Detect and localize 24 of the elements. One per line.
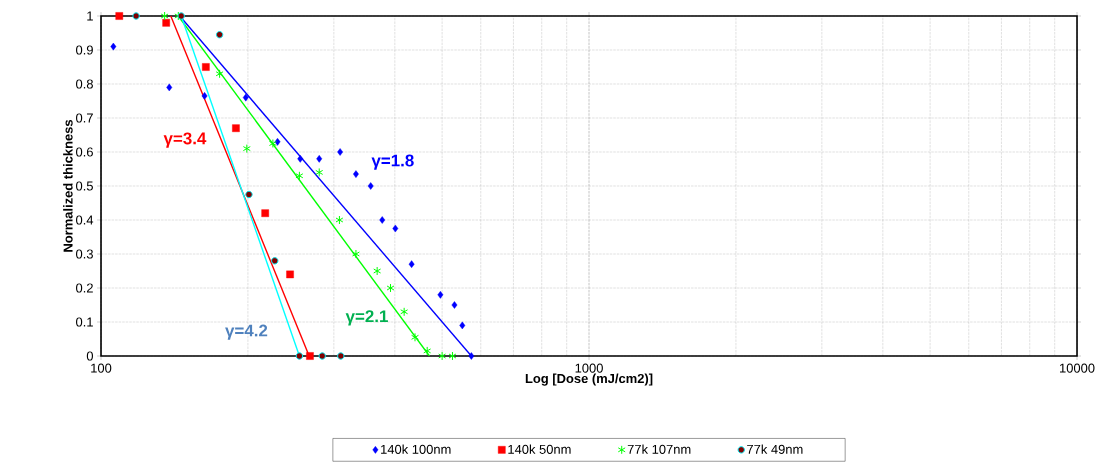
x-tick-label: 10000 [1060,363,1095,373]
y-tick-label: 0 [86,351,94,361]
y-tick-label: 0.1 [76,317,93,327]
y-tick-label: 0.3 [76,249,93,259]
annotation: γ=2.1 [345,310,388,326]
y-tick-label: 0.5 [76,181,93,191]
annotation: γ=3.4 [163,132,207,148]
y-tick-label: 0.4 [76,215,94,225]
y-tick-label: 0.2 [76,283,93,293]
y-tick-label: 0.9 [76,45,93,55]
y-tick-label: 0.6 [76,147,93,157]
y-tick-label: 0.8 [76,79,93,89]
legend-label: 140k 50nm [508,444,571,454]
annotation: γ=4.2 [225,324,268,340]
x-tick-label: 1000 [575,363,603,373]
y-tick-label: 0.7 [76,113,93,123]
legend-label: 77k 107nm [627,444,691,454]
legend-label: 140k 100nm [381,444,451,454]
y-axis-title: Normalized thickness [63,119,73,252]
legend-label: 77k 49nm [747,444,803,454]
x-tick-label: 100 [91,363,112,373]
y-tick-label: 1 [87,11,93,21]
x-axis-title: Log [Dose (mJ/cm2)] [525,373,653,386]
annotation: γ=1.8 [371,154,414,170]
